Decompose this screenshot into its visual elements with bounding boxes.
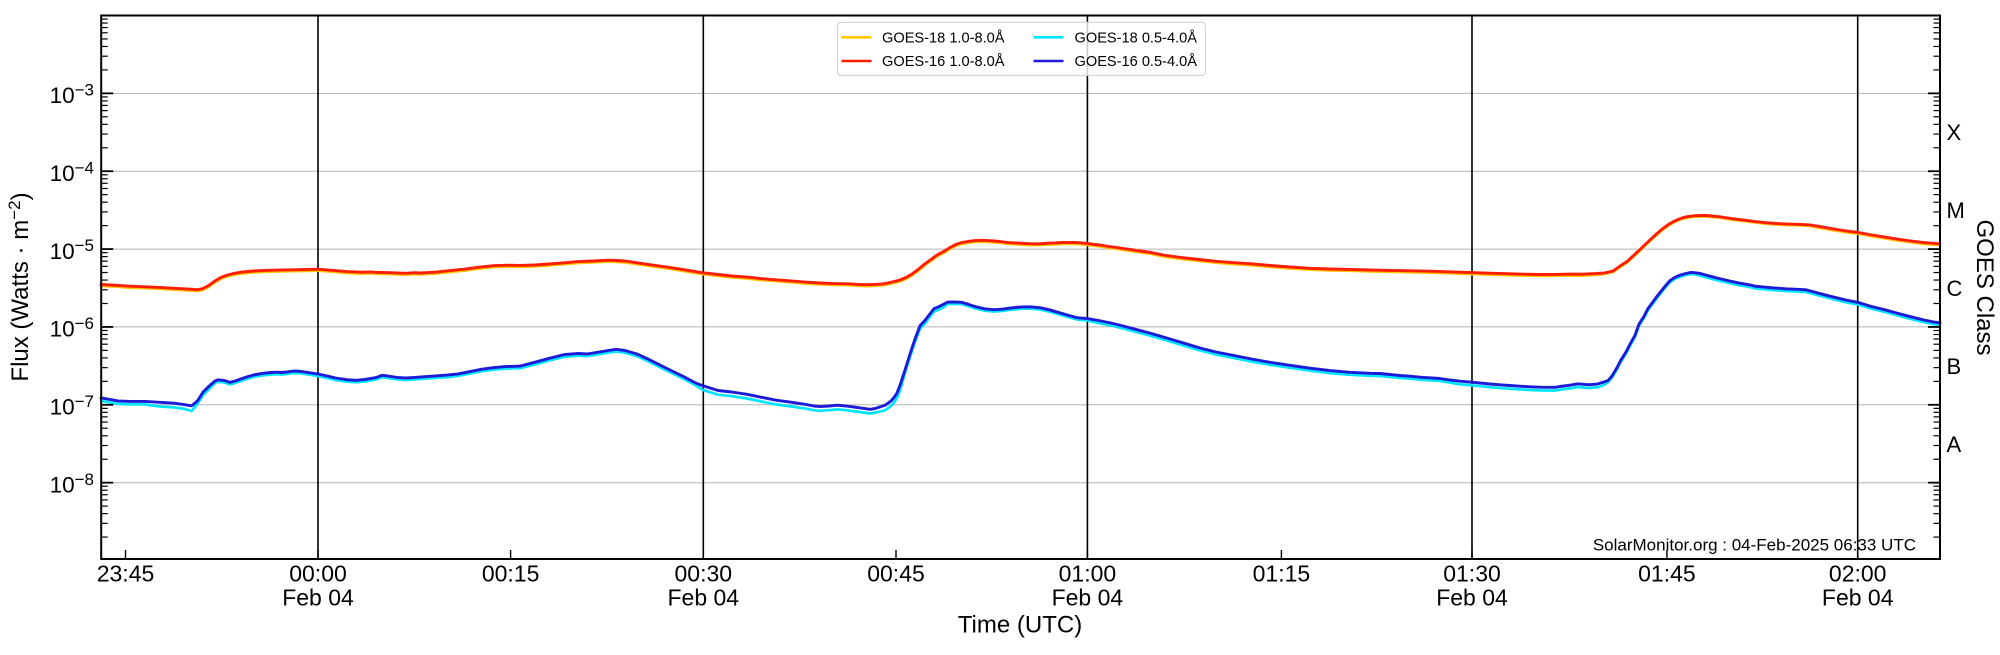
svg-text:GOES Class: GOES Class (1971, 219, 1998, 355)
svg-text:B: B (1947, 354, 1962, 379)
svg-text:01:30: 01:30 (1443, 561, 1501, 587)
svg-text:23:45: 23:45 (97, 561, 155, 587)
svg-text:00:30: 00:30 (675, 561, 733, 587)
svg-text:01:00: 01:00 (1059, 561, 1117, 587)
svg-text:Flux (Watts · m−2): Flux (Watts · m−2) (5, 192, 34, 381)
svg-text:10−4: 10−4 (50, 158, 94, 186)
svg-text:GOES-18 0.5-4.0Å: GOES-18 0.5-4.0Å (1075, 29, 1198, 46)
svg-text:10−8: 10−8 (50, 470, 94, 498)
svg-text:SolarMonitor.org : 04-Feb-2025: SolarMonitor.org : 04-Feb-2025 06:33 UTC (1593, 536, 1916, 555)
svg-text:10−7: 10−7 (50, 392, 94, 420)
svg-text:Feb 04: Feb 04 (282, 585, 354, 611)
svg-text:Time (UTC): Time (UTC) (958, 612, 1082, 639)
svg-text:10−3: 10−3 (50, 81, 94, 109)
svg-text:01:45: 01:45 (1638, 561, 1696, 587)
svg-text:GOES-16 0.5-4.0Å: GOES-16 0.5-4.0Å (1075, 53, 1198, 70)
svg-text:00:00: 00:00 (289, 561, 347, 587)
svg-text:02:00: 02:00 (1829, 561, 1887, 587)
svg-text:X: X (1947, 120, 1962, 145)
svg-text:Feb 04: Feb 04 (667, 585, 739, 611)
svg-text:Feb 04: Feb 04 (1822, 585, 1894, 611)
svg-text:10−6: 10−6 (50, 314, 94, 342)
svg-text:M: M (1947, 198, 1965, 223)
svg-text:00:15: 00:15 (482, 561, 540, 587)
svg-text:00:45: 00:45 (867, 561, 925, 587)
svg-text:01:15: 01:15 (1253, 561, 1311, 587)
svg-text:A: A (1947, 432, 1962, 457)
svg-text:Feb 04: Feb 04 (1052, 585, 1124, 611)
svg-text:GOES-18 1.0-8.0Å: GOES-18 1.0-8.0Å (882, 29, 1005, 46)
svg-text:C: C (1947, 276, 1963, 301)
svg-text:GOES-16 1.0-8.0Å: GOES-16 1.0-8.0Å (882, 53, 1005, 70)
svg-text:Feb 04: Feb 04 (1436, 585, 1508, 611)
svg-text:10−5: 10−5 (50, 236, 94, 264)
